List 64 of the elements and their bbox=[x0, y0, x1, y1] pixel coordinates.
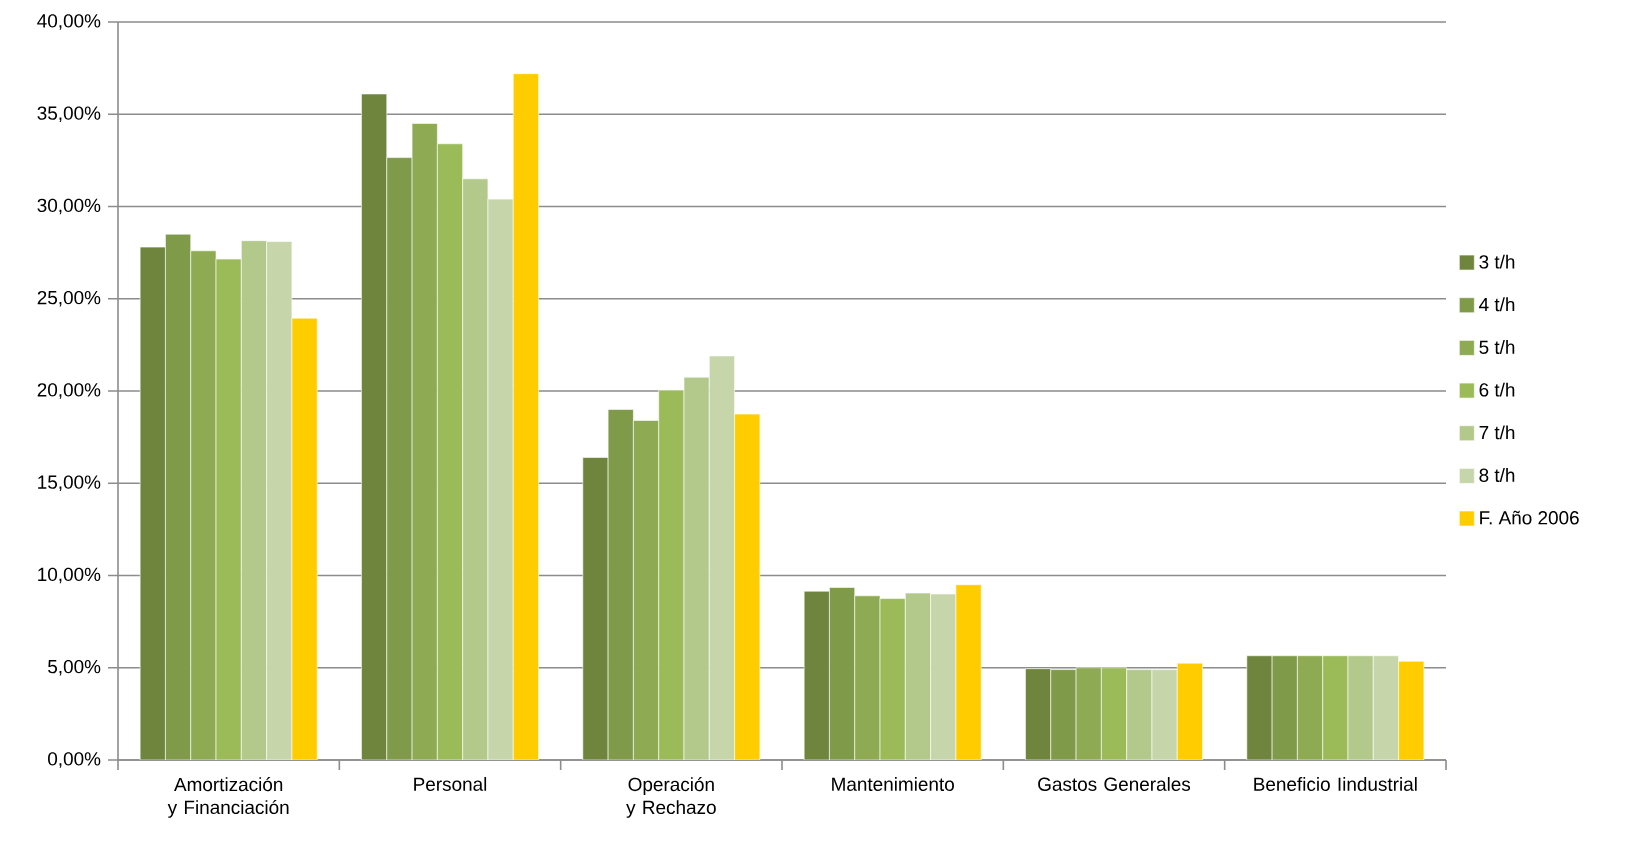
y-tick-label: 30,00% bbox=[37, 198, 101, 215]
bar bbox=[1050, 669, 1077, 760]
bar bbox=[1177, 663, 1203, 760]
bar bbox=[291, 318, 318, 760]
bar bbox=[361, 93, 387, 760]
x-tick-label: Operación y Rechazo bbox=[626, 777, 716, 818]
bar bbox=[1025, 668, 1051, 760]
bar bbox=[437, 143, 463, 760]
bar bbox=[1151, 669, 1178, 760]
bar bbox=[1271, 655, 1298, 760]
bar bbox=[709, 355, 735, 760]
legend-label: 5 t/h bbox=[1479, 340, 1515, 354]
y-tick-label: 20,00% bbox=[37, 383, 101, 399]
bar bbox=[266, 241, 292, 760]
bar bbox=[829, 587, 855, 760]
bar bbox=[1076, 667, 1102, 760]
y-tick-label: 25,00% bbox=[37, 290, 101, 307]
bar bbox=[955, 584, 982, 760]
bar bbox=[1347, 655, 1374, 760]
bar bbox=[582, 457, 609, 760]
bar bbox=[462, 178, 488, 760]
legend-label: 8 t/h bbox=[1479, 468, 1515, 482]
bar bbox=[1246, 655, 1273, 760]
bar bbox=[633, 420, 659, 760]
bar bbox=[487, 199, 514, 760]
legend-label: 7 t/h bbox=[1479, 425, 1515, 440]
bar bbox=[1126, 669, 1152, 760]
legend-label: 3 t/h bbox=[1479, 254, 1515, 269]
bar bbox=[1372, 655, 1399, 760]
bar bbox=[1322, 655, 1349, 760]
legend-label: 6 t/h bbox=[1479, 382, 1515, 397]
bar bbox=[412, 123, 438, 760]
bar bbox=[734, 414, 760, 760]
bar bbox=[608, 409, 634, 760]
x-tick-label: Mantenimiento bbox=[832, 777, 954, 791]
bar bbox=[905, 593, 931, 760]
bar bbox=[1297, 655, 1323, 760]
y-tick-label: 35,00% bbox=[37, 106, 101, 123]
x-tick-label: Personal bbox=[414, 777, 487, 791]
bar bbox=[190, 250, 217, 760]
y-tick-label: 5,00% bbox=[48, 659, 101, 676]
bar bbox=[241, 240, 267, 760]
bar bbox=[386, 157, 413, 760]
x-tick-label: Amortización y Financiación bbox=[167, 777, 289, 818]
bar bbox=[804, 591, 830, 760]
y-tick-label: 0,00% bbox=[48, 752, 101, 768]
x-tick-label: Gastos Generales bbox=[1038, 777, 1191, 791]
bar bbox=[854, 595, 881, 760]
bar bbox=[216, 259, 242, 760]
legend-label: F. Año 2006 bbox=[1480, 510, 1579, 525]
bar bbox=[1101, 667, 1127, 760]
bar bbox=[658, 390, 684, 760]
bar bbox=[880, 598, 906, 760]
bar bbox=[140, 247, 166, 760]
y-tick-label: 10,00% bbox=[38, 567, 101, 584]
x-tick-label: Beneficio Iindustrial bbox=[1254, 777, 1417, 791]
bar bbox=[165, 234, 191, 760]
bar bbox=[683, 377, 710, 760]
y-tick-label: 15,00% bbox=[38, 475, 101, 492]
bar bbox=[1398, 660, 1425, 760]
bar bbox=[930, 593, 956, 760]
legend-label: 4 t/h bbox=[1479, 297, 1515, 312]
bar bbox=[513, 73, 539, 760]
y-tick-label: 40,00% bbox=[37, 14, 101, 30]
